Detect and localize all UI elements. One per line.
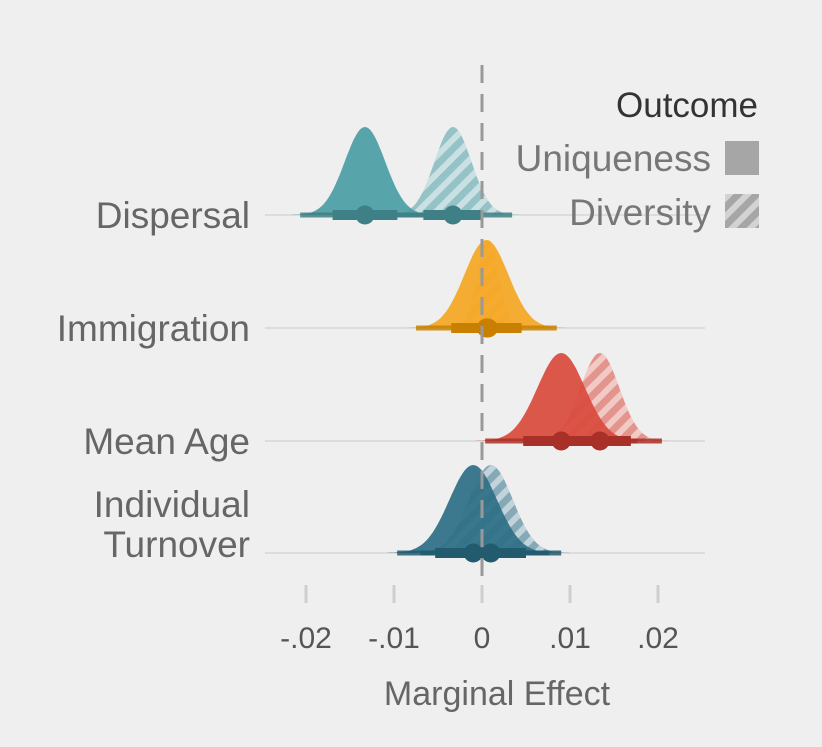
- ridge-row-immigration: [265, 240, 705, 338]
- category-label-mean-age: Mean Age: [83, 421, 250, 462]
- legend: Outcome Uniqueness Diversity: [516, 86, 759, 233]
- x-axis: -.02 -.01 0 .01 .02: [280, 585, 679, 655]
- legend-swatch-uniqueness: [725, 141, 759, 175]
- ridge-row-mean-age: [265, 353, 705, 451]
- category-label-dispersal: Dispersal: [96, 195, 250, 236]
- median-point-uniqueness: [551, 431, 571, 451]
- legend-title: Outcome: [616, 86, 758, 125]
- median-point-uniqueness: [355, 205, 375, 225]
- ridge-rows: [265, 127, 705, 563]
- legend-label-uniqueness: Uniqueness: [516, 138, 711, 179]
- density-hatch-diversity: [530, 353, 670, 441]
- density-uniqueness: [387, 465, 559, 553]
- density-uniqueness: [475, 353, 647, 441]
- category-label-immigration: Immigration: [57, 308, 250, 349]
- x-tick-label: -.01: [368, 622, 420, 655]
- x-tick-label: .01: [549, 622, 591, 655]
- legend-label-diversity: Diversity: [569, 192, 711, 233]
- density-uniqueness: [292, 127, 438, 215]
- ridge-row-individual-turnover: [265, 465, 705, 563]
- x-tick-label: -.02: [280, 622, 332, 655]
- density-uniqueness: [407, 240, 566, 328]
- ridge-row-dispersal: [265, 127, 705, 225]
- median-point-uniqueness: [476, 318, 496, 338]
- x-tick-label: 0: [474, 622, 491, 655]
- median-point-diversity: [443, 205, 463, 225]
- x-tick-label: .02: [637, 622, 679, 655]
- legend-swatch-diversity-hatch: [725, 194, 759, 228]
- category-label-individual-turnover: Individual Turnover: [94, 484, 250, 565]
- median-point-uniqueness: [463, 543, 483, 563]
- category-labels: Dispersal Immigration Mean Age Individual Tu…: [57, 195, 250, 565]
- density-hatch-diversity: [386, 127, 520, 215]
- x-axis-label: Marginal Effect: [384, 675, 611, 713]
